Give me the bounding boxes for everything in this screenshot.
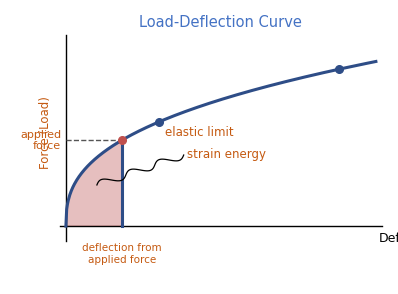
Text: elastic limit: elastic limit [165, 126, 234, 139]
Text: strain energy: strain energy [187, 148, 266, 161]
Text: Deflection: Deflection [379, 232, 398, 245]
Title: Load-Deflection Curve: Load-Deflection Curve [139, 15, 302, 30]
Text: applied
force: applied force [20, 129, 61, 151]
Text: deflection from
applied force: deflection from applied force [82, 243, 162, 265]
Text: Force (Load): Force (Load) [39, 96, 52, 169]
Polygon shape [66, 140, 122, 226]
